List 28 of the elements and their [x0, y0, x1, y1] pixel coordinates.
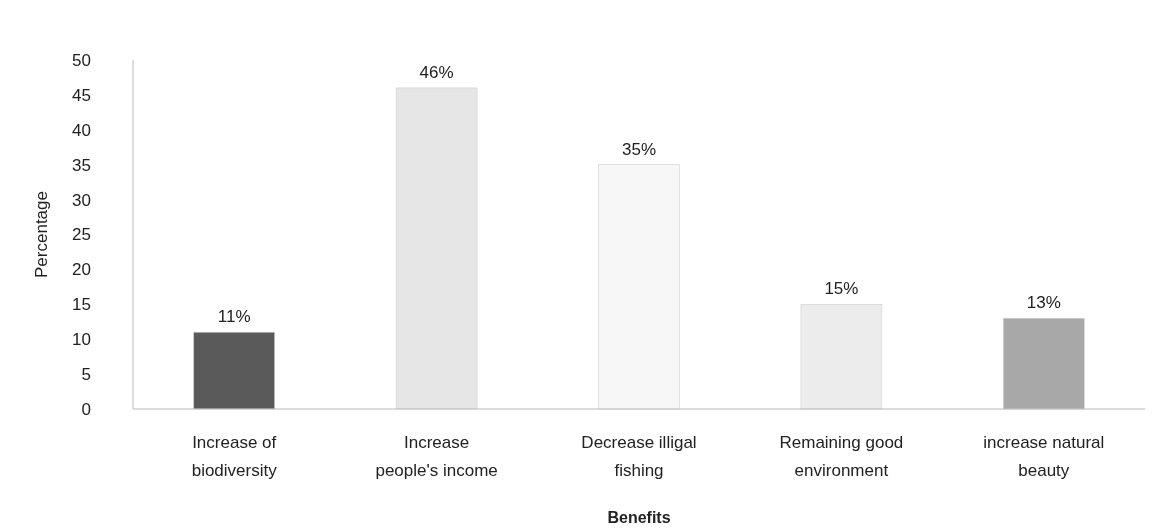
- y-tick-label: 20: [72, 260, 91, 280]
- data-label: 11%: [217, 307, 251, 327]
- y-tick-label: 35: [72, 155, 91, 175]
- data-label: 15%: [824, 279, 859, 299]
- y-tick-label: 40: [72, 120, 91, 140]
- y-tick-label: 25: [72, 225, 91, 245]
- y-tick-label: 30: [72, 190, 91, 210]
- data-label: 13%: [1026, 293, 1061, 313]
- bar: [1003, 317, 1085, 410]
- y-axis-title: Percentage: [32, 191, 51, 278]
- y-tick-label: 45: [72, 85, 91, 105]
- bar: [395, 87, 478, 410]
- x-tick-label: Decrease illigal fishing: [581, 433, 697, 480]
- data-label: 35%: [621, 139, 657, 159]
- data-label: 46%: [419, 62, 454, 82]
- x-tick-label: Increase people's income: [375, 433, 498, 480]
- y-tick-label: 5: [81, 365, 91, 385]
- y-tick-label: 10: [72, 330, 91, 350]
- bar: [193, 331, 275, 410]
- y-tick-label: 50: [72, 50, 91, 70]
- x-axis-title: Benefits: [607, 509, 671, 526]
- y-tick-label: 15: [72, 295, 91, 315]
- x-tick-label: increase natural beauty: [983, 433, 1105, 480]
- bar: [598, 164, 680, 410]
- x-tick-label: Increase of biodiversity: [191, 433, 278, 480]
- x-tick-label: Remaining good environment: [779, 433, 904, 480]
- y-tick-label: 0: [81, 399, 91, 419]
- bar: [800, 304, 883, 410]
